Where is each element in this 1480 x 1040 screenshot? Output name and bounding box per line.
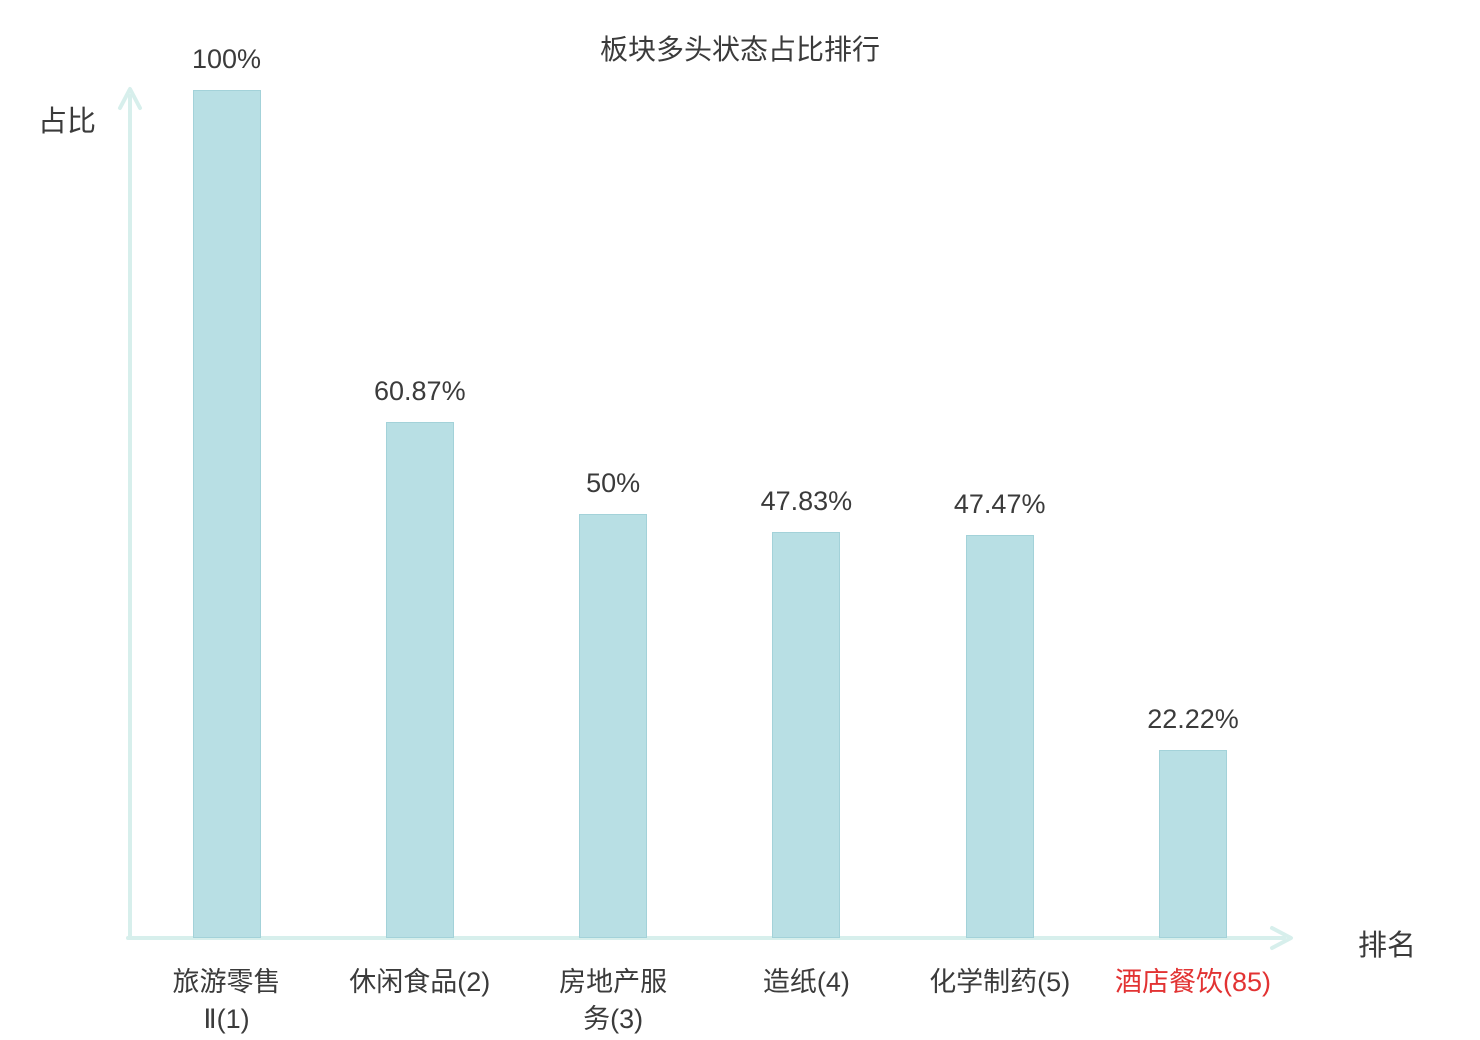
category-label: 造纸(4) — [762, 967, 850, 997]
bar — [579, 514, 648, 938]
bar — [385, 421, 454, 938]
category-label: 酒店餐饮(85) — [1114, 967, 1271, 997]
category-label: 旅游零售 Ⅱ(1) — [172, 967, 281, 1034]
bar-value-label: 22.22% — [1147, 703, 1239, 734]
category-label: 化学制药(5) — [929, 967, 1071, 997]
y-axis-label: 占比 — [38, 106, 97, 138]
x-axis-arrow-icon — [1270, 926, 1293, 950]
bar-value-label: 100% — [191, 44, 262, 74]
bar — [965, 535, 1034, 938]
bar-value-label: 47.47% — [953, 489, 1046, 520]
category-label: 休闲食品(2) — [349, 967, 491, 997]
bar — [1159, 749, 1227, 938]
bar — [772, 532, 841, 938]
bar-value-label: 60.87% — [374, 375, 466, 406]
bar-value-label: 47.83% — [760, 486, 853, 517]
chart-title: 板块多头状态占比排行 — [599, 34, 880, 65]
bar — [192, 90, 261, 938]
x-axis-label: 排名 — [1358, 930, 1417, 962]
bar-value-label: 50% — [586, 468, 641, 498]
y-axis-arrow-icon — [118, 87, 142, 110]
category-label: 房地产服 务(3) — [559, 967, 668, 1034]
